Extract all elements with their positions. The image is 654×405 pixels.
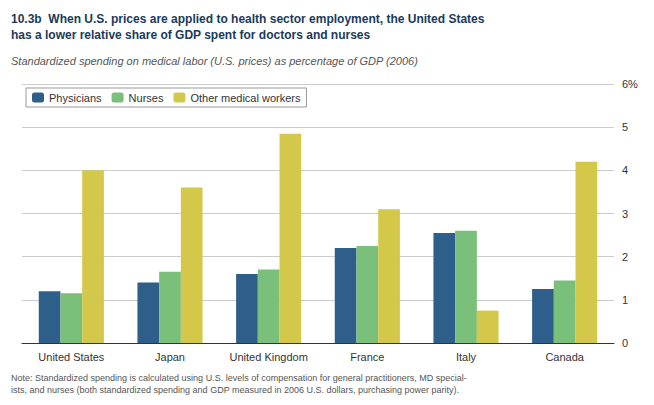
svg-text:10.3b When U.S. prices are ap: 10.3b When U.S. prices are applied to he… (11, 12, 485, 26)
svg-text:0: 0 (622, 337, 628, 349)
svg-text:ists, and nurses (both standar: ists, and nurses (both standardized spen… (11, 385, 459, 395)
svg-text:United Kingdom: United Kingdom (230, 351, 308, 363)
svg-text:has a lower relative share of: has a lower relative share of GDP spent … (11, 28, 371, 42)
svg-text:Standardized spending on medic: Standardized spending on medical labor (… (11, 55, 418, 67)
svg-text:France: France (350, 351, 384, 363)
svg-text:3: 3 (622, 208, 628, 220)
svg-text:2: 2 (622, 251, 628, 263)
svg-text:6%: 6% (622, 78, 638, 90)
svg-text:5: 5 (622, 121, 628, 133)
svg-text:United States: United States (38, 351, 105, 363)
svg-text:Canada: Canada (545, 351, 584, 363)
svg-text:Physicians: Physicians (49, 92, 102, 104)
svg-text:4: 4 (622, 164, 628, 176)
svg-text:1: 1 (622, 294, 628, 306)
svg-text:Nurses: Nurses (129, 92, 164, 104)
svg-text:Other medical workers: Other medical workers (190, 92, 301, 104)
svg-text:Italy: Italy (456, 351, 477, 363)
svg-text:Japan: Japan (155, 351, 185, 363)
svg-text:Note: Standardized spending is: Note: Standardized spending is calculate… (11, 373, 467, 383)
